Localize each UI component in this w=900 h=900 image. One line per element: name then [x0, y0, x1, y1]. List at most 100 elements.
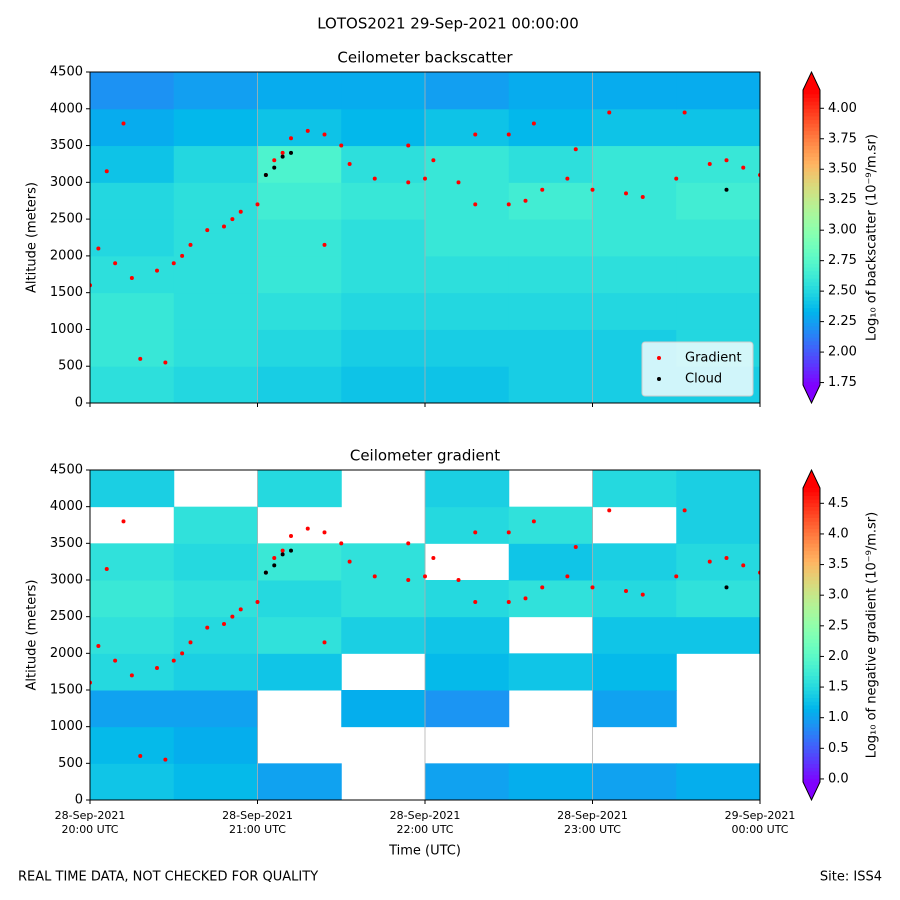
heat-cell: [676, 219, 760, 257]
colorbar-swatch: [803, 182, 820, 187]
heat-cell: [508, 108, 593, 147]
colorbar-swatch: [803, 737, 820, 743]
colorbar-swatch: [803, 543, 820, 548]
colorbar-swatch: [803, 93, 820, 98]
heat-cell: [90, 329, 175, 367]
scatter-point: [523, 198, 528, 203]
scatter-point: [624, 191, 628, 196]
scatter-point: [96, 246, 101, 251]
heat-cell: [173, 580, 258, 618]
heat-cell: [257, 145, 342, 183]
scatter-point: [573, 545, 578, 549]
colorbar-swatch: [803, 594, 820, 599]
y-tick-label: 4000: [50, 101, 83, 116]
heat-cell: [592, 255, 677, 294]
heat-cell: [592, 690, 677, 728]
footer-note: REAL TIME DATA, NOT CHECKED FOR QUALITY: [18, 870, 318, 885]
heat-cell: [425, 255, 510, 294]
colorbar-tick-label: 3.00: [828, 223, 857, 238]
colorbar-swatch: [803, 160, 820, 165]
colorbar-swatch: [803, 675, 820, 680]
colorbar-swatch: [803, 311, 820, 316]
colorbar-swatch: [803, 723, 820, 728]
scatter-point: [339, 541, 344, 546]
colorbar-swatch: [803, 510, 820, 515]
legend-label: Gradient: [685, 351, 742, 366]
colorbar-swatch: [803, 163, 820, 169]
colorbar-swatch: [803, 255, 820, 261]
colorbar-swatch: [803, 579, 820, 585]
scatter-point: [138, 754, 143, 758]
colorbar-swatch: [803, 189, 820, 194]
heat-cell: [508, 255, 593, 294]
heat-cell: [425, 506, 510, 544]
heat-cell: [90, 145, 175, 183]
colorbar-swatch: [803, 285, 820, 290]
scatter-point: [272, 158, 277, 163]
colorbar-swatch: [803, 550, 820, 555]
scatter-point: [682, 508, 687, 513]
heat-cell: [341, 219, 426, 257]
heat-cell: [676, 470, 760, 508]
scatter-point: [406, 143, 411, 148]
scatter-point: [230, 217, 235, 222]
colorbar-swatch: [803, 748, 820, 754]
scatter-point: [238, 607, 243, 612]
heat-cell: [592, 219, 677, 257]
y-tick-label: 2500: [50, 212, 83, 227]
scatter-point: [322, 530, 327, 535]
heat-cell: [90, 219, 175, 257]
heat-cell: [508, 329, 593, 367]
colorbar-swatch: [803, 499, 820, 504]
y-tick-label: 0: [75, 396, 83, 411]
scatter-point: [104, 169, 109, 174]
heat-cell: [676, 543, 760, 581]
heat-cell: [341, 543, 426, 581]
scatter-point: [347, 559, 352, 564]
scatter-point: [456, 180, 461, 185]
heat-cell: [257, 653, 342, 691]
scatter-point: [724, 585, 729, 590]
colorbar-tick-label: 4.5: [828, 496, 849, 511]
scatter-point: [280, 548, 285, 553]
heat-cell: [425, 72, 510, 110]
heat-cell: [676, 506, 760, 544]
heat-cell: [592, 763, 677, 800]
heat-cell: [592, 182, 677, 220]
colorbar-swatch: [803, 521, 820, 526]
y-tick-label: 500: [58, 756, 83, 771]
colorbar-tick-label: 2.25: [828, 314, 857, 329]
colorbar-swatch: [803, 259, 820, 264]
colorbar-swatch: [803, 576, 820, 581]
scatter-point: [96, 644, 101, 648]
colorbar-extend-top: [803, 72, 820, 90]
colorbar-swatch: [803, 546, 820, 552]
heat-cell: [90, 616, 175, 654]
colorbar-tick-label: 3.75: [828, 131, 857, 146]
colorbar-swatch: [803, 712, 820, 717]
scatter-point: [406, 541, 411, 546]
scatter-point: [724, 556, 729, 560]
colorbar-tick-label: 1.75: [828, 375, 857, 390]
colorbar-tick-label: 4.00: [828, 101, 857, 116]
colorbar-swatch: [803, 568, 820, 574]
heat-cell: [425, 329, 510, 367]
scatter-point: [238, 209, 243, 214]
colorbar-swatch: [803, 348, 820, 353]
heat-cell: [676, 580, 760, 618]
heat-cell: [425, 366, 510, 403]
colorbar-swatch: [803, 196, 820, 202]
y-tick-label: 4500: [50, 463, 83, 478]
x-tick-label: 29-Sep-2021 00:00 UTC: [725, 809, 796, 836]
heat-cell: [90, 726, 175, 764]
heat-cell: [425, 580, 510, 618]
heat-cell: [425, 219, 510, 257]
heat-cell: [257, 366, 342, 403]
heat-cell: [676, 145, 760, 183]
colorbar-tick-label: 2.5: [828, 618, 849, 633]
colorbar-swatch: [803, 726, 820, 732]
heat-cell: [341, 108, 426, 147]
scatter-point: [180, 651, 185, 656]
scatter-point: [289, 548, 293, 553]
x-tick-label: 28-Sep-2021 23:00 UTC: [557, 809, 628, 836]
